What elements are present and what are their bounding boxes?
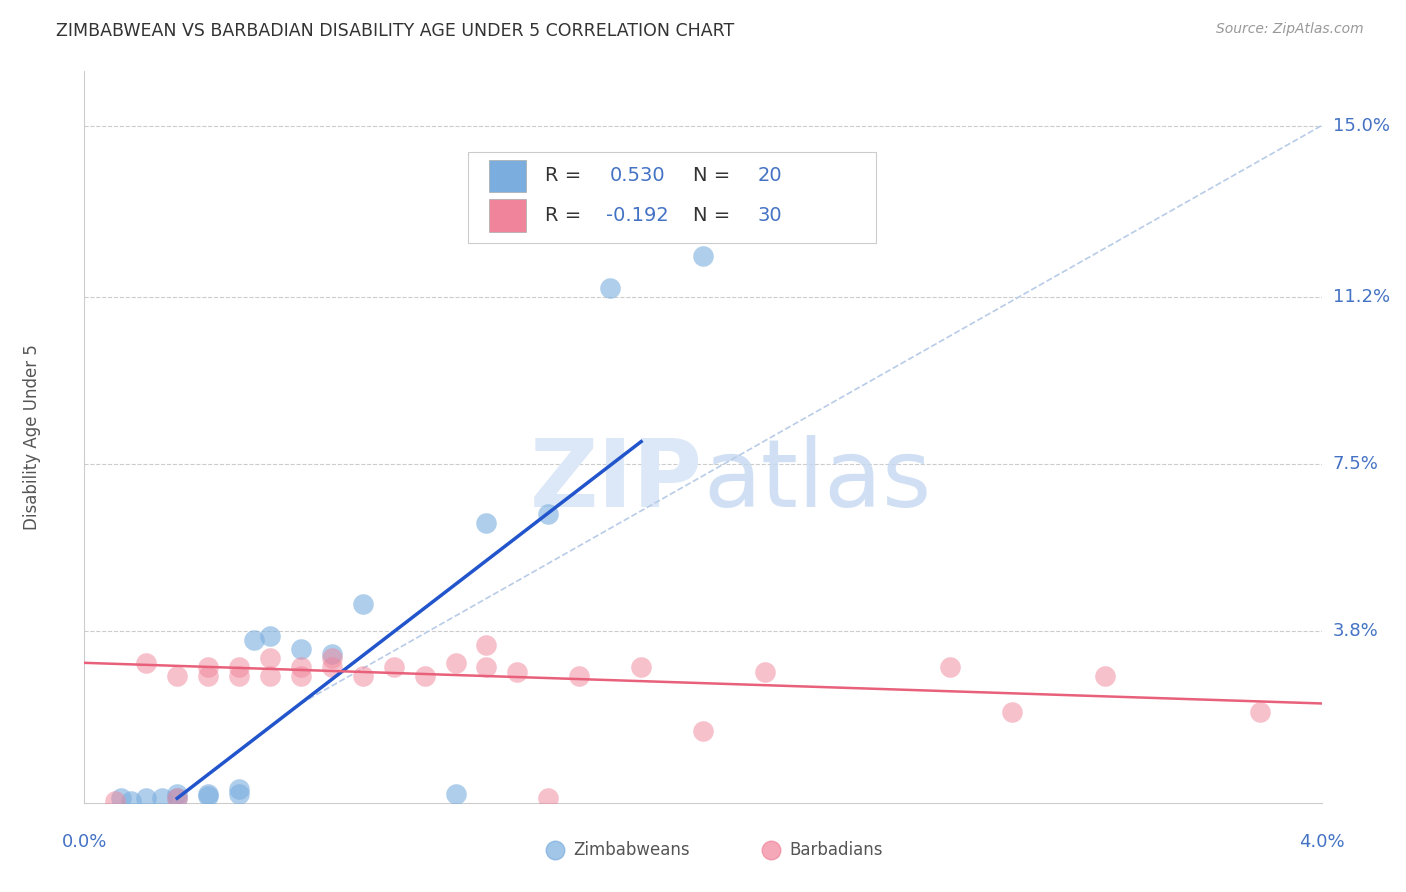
Point — [475, 516, 498, 530]
Text: N =: N = — [693, 206, 737, 225]
Point — [352, 597, 374, 611]
Point — [382, 660, 405, 674]
Text: Source: ZipAtlas.com: Source: ZipAtlas.com — [1216, 22, 1364, 37]
Point — [259, 669, 281, 683]
Point — [228, 782, 250, 797]
Point — [754, 665, 776, 679]
Point — [197, 789, 219, 803]
Text: 3.8%: 3.8% — [1333, 623, 1378, 640]
Point — [259, 651, 281, 665]
Point — [599, 281, 621, 295]
Point — [166, 791, 188, 805]
Point — [568, 669, 591, 683]
Point — [939, 660, 962, 674]
Point — [120, 793, 142, 807]
Point — [243, 633, 266, 648]
Bar — [489, 160, 526, 192]
Text: -0.192: -0.192 — [606, 206, 669, 225]
Point — [150, 791, 173, 805]
Point — [166, 669, 188, 683]
Point — [197, 669, 219, 683]
Point — [692, 723, 714, 738]
Text: 20: 20 — [758, 167, 782, 186]
Point — [630, 660, 652, 674]
Text: 7.5%: 7.5% — [1333, 455, 1379, 473]
Point — [475, 660, 498, 674]
Point — [506, 665, 529, 679]
FancyBboxPatch shape — [468, 152, 876, 244]
Point — [692, 250, 714, 264]
Point — [290, 669, 312, 683]
Point — [166, 787, 188, 801]
Point — [413, 669, 436, 683]
Point — [321, 660, 343, 674]
Point — [444, 787, 467, 801]
Point — [228, 787, 250, 801]
Point — [135, 791, 157, 805]
Point — [197, 787, 219, 801]
Point — [228, 669, 250, 683]
Point — [1249, 706, 1271, 720]
Text: ZIMBABWEAN VS BARBADIAN DISABILITY AGE UNDER 5 CORRELATION CHART: ZIMBABWEAN VS BARBADIAN DISABILITY AGE U… — [56, 22, 734, 40]
Text: 4.0%: 4.0% — [1299, 833, 1344, 851]
Text: N =: N = — [693, 167, 737, 186]
Text: atlas: atlas — [703, 435, 931, 527]
Point — [537, 507, 560, 521]
Bar — [489, 199, 526, 232]
Point — [228, 660, 250, 674]
Point — [259, 629, 281, 643]
Point — [475, 638, 498, 652]
Text: ZIP: ZIP — [530, 435, 703, 527]
Text: 0.0%: 0.0% — [62, 833, 107, 851]
Point — [352, 669, 374, 683]
Text: R =: R = — [544, 167, 588, 186]
Point — [537, 791, 560, 805]
Text: 0.530: 0.530 — [610, 167, 666, 186]
Point — [290, 642, 312, 657]
Point — [110, 791, 132, 805]
Text: 15.0%: 15.0% — [1333, 117, 1389, 135]
Point — [321, 651, 343, 665]
Point — [1094, 669, 1116, 683]
Point — [1001, 706, 1024, 720]
Text: 11.2%: 11.2% — [1333, 288, 1391, 306]
Point — [135, 656, 157, 670]
Text: R =: R = — [544, 206, 588, 225]
Text: Barbadians: Barbadians — [790, 841, 883, 859]
Point — [197, 660, 219, 674]
Text: Disability Age Under 5: Disability Age Under 5 — [22, 344, 41, 530]
Point — [290, 660, 312, 674]
Point — [321, 647, 343, 661]
Point — [444, 656, 467, 670]
Text: Zimbabweans: Zimbabweans — [574, 841, 690, 859]
Text: 30: 30 — [758, 206, 782, 225]
Point — [166, 791, 188, 805]
Point — [104, 793, 127, 807]
